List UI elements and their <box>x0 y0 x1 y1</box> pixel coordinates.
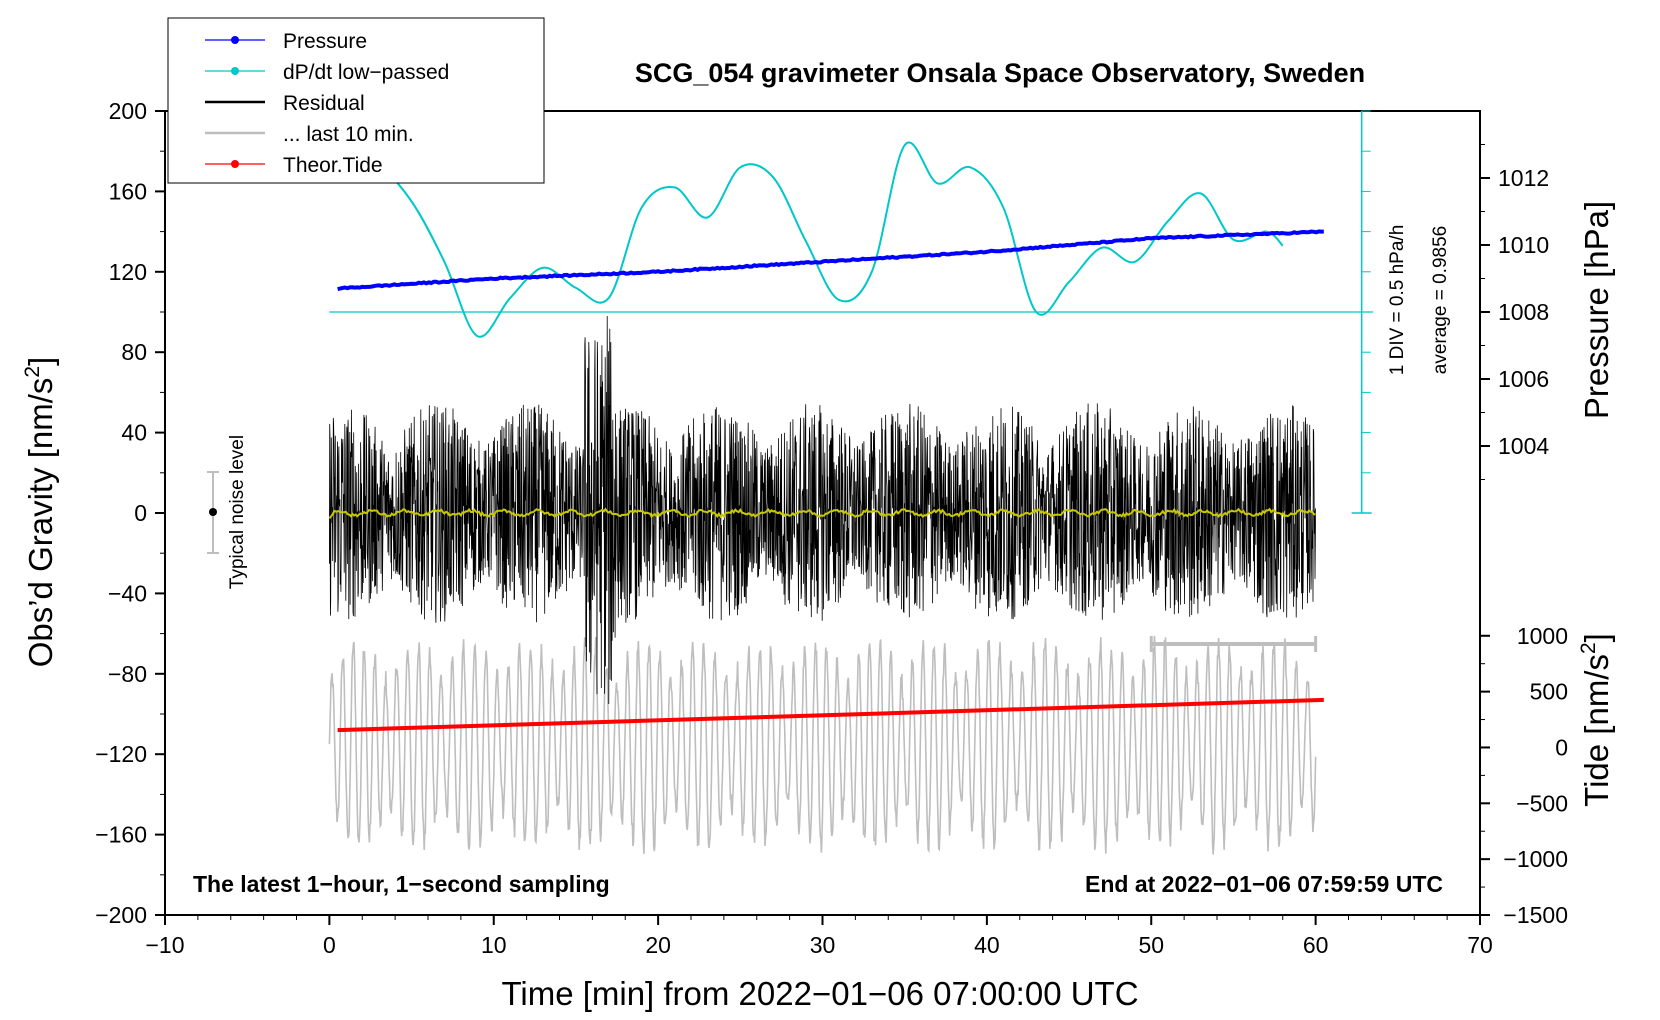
end-time-note: End at 2022−01−06 07:59:59 UTC <box>1085 871 1443 897</box>
pressure-series <box>337 229 1324 292</box>
pressure-tick-label: 1006 <box>1498 366 1549 392</box>
tide-tick-label: −500 <box>1516 790 1568 816</box>
legend: Pressure dP/dt low−passed Residual ... last… <box>167 17 545 184</box>
last-10-min-series <box>328 635 1317 855</box>
noise-level-label: Typical noise level <box>227 435 248 589</box>
y-tick-label: 80 <box>121 339 147 365</box>
noise-level-indicator <box>207 471 219 554</box>
left-y-label-sup: 2 <box>21 366 44 378</box>
legend-label: Residual <box>283 92 365 115</box>
legend-label: Pressure <box>283 30 367 53</box>
tide-label-sup: 2 <box>1577 642 1600 654</box>
x-tick-label: 60 <box>1303 932 1329 958</box>
legend-label: ... last 10 min. <box>283 123 414 146</box>
dpdt-scale-bar <box>329 110 1374 514</box>
pressure-tick-label: 1010 <box>1498 232 1549 258</box>
x-tick-label: 20 <box>645 932 671 958</box>
residual-line <box>329 315 1316 705</box>
tide-label-end: ] <box>1578 633 1615 642</box>
left-y-label-end: ] <box>22 357 59 366</box>
y-tick-label: −80 <box>108 661 147 687</box>
pressure-axis-label: Pressure [hPa] <box>1578 201 1615 419</box>
pressure-tick-label: 1008 <box>1498 299 1549 325</box>
tide-axis-label: Tide [nm/s2] <box>1577 633 1615 807</box>
x-tick-label: 50 <box>1138 932 1164 958</box>
last-10-min-line <box>328 635 1317 855</box>
x-tick-label: 10 <box>481 932 507 958</box>
tide-tick-label: 500 <box>1530 679 1568 705</box>
div-label: 1 DIV = 0.5 hPa/h <box>1387 225 1408 376</box>
tide-axis: 1000 500 0 −500 −1000 −1500 <box>1480 623 1568 928</box>
theor-tide-series <box>337 697 1324 733</box>
x-axis: −10 0 10 20 30 40 50 60 70 <box>145 915 1493 958</box>
chart-title: SCG_054 gravimeter Onsala Space Observat… <box>635 58 1365 88</box>
y-tick-label: −200 <box>95 902 147 928</box>
x-tick-label: 40 <box>974 932 1000 958</box>
legend-marker <box>231 160 239 168</box>
tide-tick-label: 1000 <box>1517 623 1568 649</box>
residual-series <box>329 315 1316 705</box>
pressure-tick-label: 1004 <box>1498 433 1549 459</box>
sampling-note: The latest 1−hour, 1−second sampling <box>193 871 610 897</box>
smoothed-residual-line <box>328 507 1316 519</box>
average-label: average = 0.9856 <box>1430 226 1451 374</box>
y-tick-label: 40 <box>121 420 147 446</box>
x-axis-label: Time [min] from 2022−01−06 07:00:00 UTC <box>501 975 1138 1012</box>
dpdt-line <box>345 141 1284 338</box>
y-tick-label: −40 <box>108 580 147 606</box>
left-y-label-main: Obs’d Gravity [nm/s <box>22 378 59 668</box>
y-tick-label: 160 <box>109 178 147 204</box>
tide-label-main: Tide [nm/s <box>1578 654 1615 807</box>
tide-tick-label: 0 <box>1555 734 1568 760</box>
smoothed-residual-series <box>328 507 1316 519</box>
left-y-axis: 200 160 120 80 40 0 −40 −80 −120 −160 −200 <box>95 98 165 928</box>
x-tick-label: 0 <box>323 932 336 958</box>
x-tick-label: 30 <box>810 932 836 958</box>
legend-label: dP/dt low−passed <box>283 61 449 84</box>
pressure-axis: 1012 1010 1008 1006 1004 <box>1480 144 1549 480</box>
legend-marker <box>231 36 239 44</box>
legend-box <box>167 17 545 184</box>
dpdt-series <box>345 141 1284 338</box>
left-y-axis-label: Obs’d Gravity [nm/s2] <box>21 357 59 668</box>
y-tick-label: −160 <box>95 822 147 848</box>
pressure-tick-label: 1012 <box>1498 165 1549 191</box>
ten-min-bar <box>1149 636 1318 652</box>
y-tick-label: −120 <box>95 741 147 767</box>
y-tick-label: 0 <box>134 500 147 526</box>
tide-tick-label: −1000 <box>1503 846 1568 872</box>
pressure-line <box>337 229 1324 292</box>
y-tick-label: 200 <box>109 98 147 124</box>
x-tick-label: −10 <box>145 932 184 958</box>
y-tick-label: 120 <box>109 259 147 285</box>
legend-label: Theor.Tide <box>283 154 383 177</box>
x-tick-label: 70 <box>1467 932 1493 958</box>
tide-tick-label: −1500 <box>1503 902 1568 928</box>
legend-marker <box>231 67 239 75</box>
theor-tide-line <box>337 697 1324 733</box>
